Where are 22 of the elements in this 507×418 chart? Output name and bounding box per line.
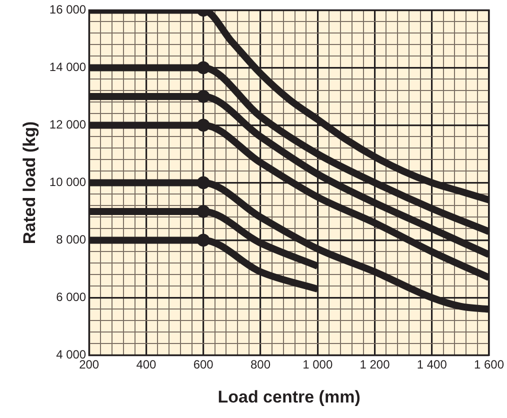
y-tick-label: 10 000 [49, 175, 86, 190]
x-tick-label: 1 200 [360, 358, 390, 372]
point [196, 204, 210, 218]
point [196, 234, 210, 247]
x-tick-label: 800 [250, 358, 271, 372]
x-tick-label: 200 [79, 358, 100, 372]
x-tick-label: 1 600 [474, 358, 504, 372]
point [196, 118, 210, 132]
x-axis-title: Load centre (mm) [218, 387, 360, 406]
point [196, 90, 210, 103]
x-tick-label: 600 [193, 358, 214, 372]
x-tick-label: 1 400 [416, 358, 448, 372]
y-axis-title: Rated load (kg) [20, 121, 39, 244]
y-tick-label: 14 000 [49, 60, 86, 74]
y-tick-label: 8 000 [56, 232, 86, 247]
x-tick-label: 400 [136, 358, 157, 372]
point [196, 61, 210, 74]
point [196, 176, 210, 190]
y-tick-label: 12 000 [49, 118, 86, 132]
y-tick-label: 16 000 [49, 2, 86, 17]
x-tick-label: 1 000 [302, 358, 333, 372]
y-tick-label: 6 000 [56, 290, 86, 304]
